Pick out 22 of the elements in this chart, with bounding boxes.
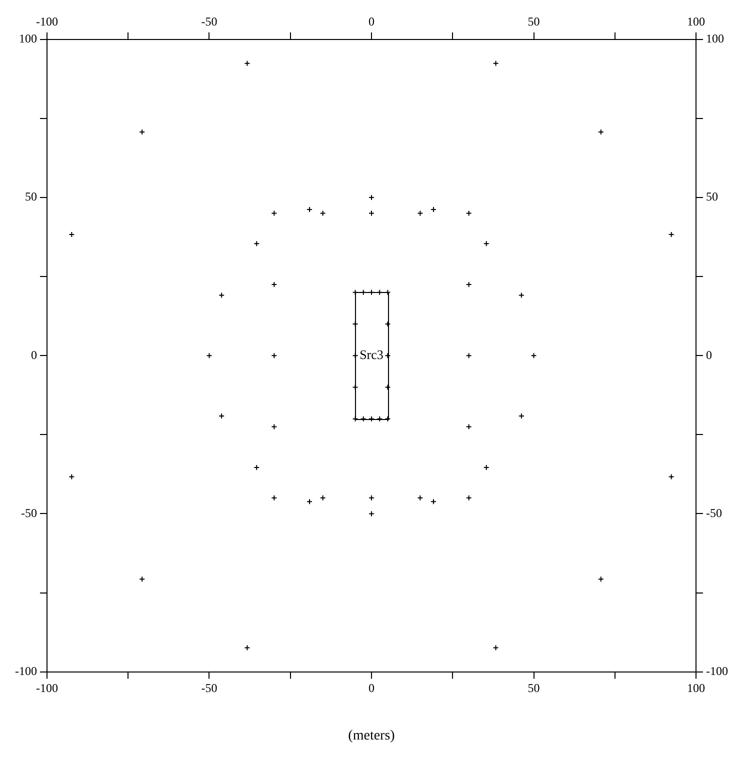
y-tick-label: 100 — [18, 32, 37, 46]
x2-tick-label: 100 — [687, 14, 706, 28]
y2-tick-label: 50 — [706, 190, 718, 204]
x-tick-label: 0 — [368, 681, 374, 696]
x-axis-title: (meters) — [348, 728, 396, 744]
y2-tick-label: -100 — [706, 664, 728, 678]
x-tick-label: 50 — [528, 681, 540, 696]
y2-tick-label: 0 — [706, 348, 712, 362]
y-tick-label: -100 — [14, 664, 37, 678]
y-tick-label: -50 — [20, 506, 37, 520]
x2-tick-label: 50 — [528, 14, 540, 28]
y-tick-label: 0 — [30, 348, 37, 362]
y-tick-label: 50 — [24, 190, 37, 204]
x-tick-label: -50 — [201, 681, 218, 696]
y2-tick-label: -50 — [706, 506, 722, 520]
series-label: Src3 — [360, 347, 384, 362]
x2-tick-label: -100 — [36, 14, 58, 28]
y2-tick-label: 100 — [706, 32, 724, 46]
x2-tick-label: -50 — [201, 14, 218, 28]
x-tick-label: -100 — [36, 681, 58, 696]
x-tick-label: 100 — [687, 681, 706, 696]
x2-tick-label: 0 — [368, 14, 374, 28]
